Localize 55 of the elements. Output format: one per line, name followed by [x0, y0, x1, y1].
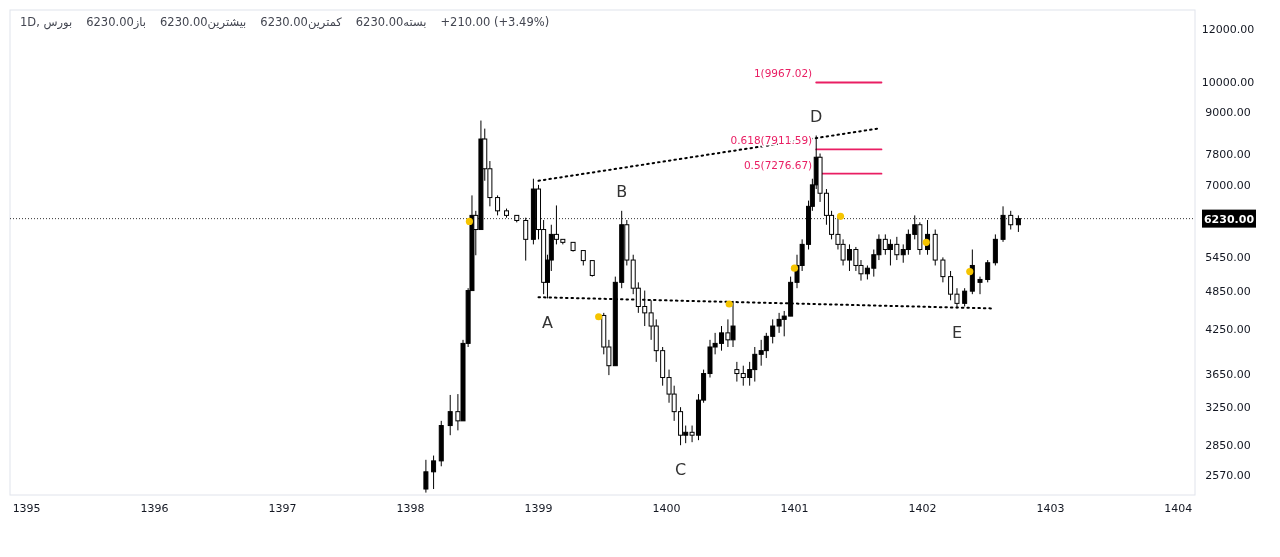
xtick: 1404	[1164, 502, 1193, 515]
xtick: 1395	[12, 502, 41, 515]
xtick: 1398	[396, 502, 425, 515]
candlestick	[985, 259, 991, 283]
ytick: 7800.00	[1205, 147, 1251, 161]
ytick: 9000.00	[1205, 106, 1251, 120]
xtick: 1400	[652, 502, 681, 515]
annotation: A	[542, 313, 553, 333]
header: بسته6230.00	[355, 15, 427, 29]
ytick: 4850.00	[1205, 285, 1251, 299]
ytick: 5450.00	[1205, 251, 1251, 265]
candlestick	[940, 256, 946, 283]
xtick: 1397	[268, 502, 297, 515]
annotation: E	[951, 323, 963, 343]
header: 1D, بورس	[20, 15, 73, 29]
point	[595, 313, 603, 321]
series-label: 1(9967.02)	[753, 67, 813, 80]
ytick: 12000.00	[1201, 22, 1255, 36]
header: کمترین6230.00	[260, 15, 342, 29]
candlestick	[447, 394, 453, 436]
ytick: 7000.00	[1205, 178, 1251, 192]
header: باز6230.00	[86, 15, 147, 29]
ytick: 3250.00	[1205, 401, 1251, 415]
point	[922, 238, 930, 246]
candlestick	[423, 459, 429, 494]
annotation: C	[675, 460, 687, 480]
series-label: 0.5(7276.67)	[743, 158, 813, 171]
xtick: 1403	[1036, 502, 1065, 515]
candlestick	[992, 233, 998, 266]
ytick: 2850.00	[1205, 439, 1251, 453]
candlestick	[977, 276, 983, 295]
xtick: 1396	[140, 502, 169, 515]
candlestick	[1000, 205, 1006, 243]
point	[836, 212, 845, 220]
candlestick	[523, 217, 529, 262]
candlestick	[431, 455, 437, 490]
header: +210.00 (+3.49%)	[440, 15, 550, 29]
point	[966, 267, 974, 276]
xtick: 1399	[524, 502, 553, 515]
ytick: 10000.00	[1201, 75, 1255, 89]
xtick: 1402	[908, 502, 937, 515]
ref-line-label: 6230.00	[1203, 212, 1255, 226]
candlestick	[1008, 210, 1014, 231]
point	[465, 217, 474, 226]
xtick: 1401	[780, 502, 809, 515]
annotation: B	[616, 181, 628, 201]
candlestick	[962, 287, 968, 308]
header: بیشترین6230.00	[160, 15, 247, 29]
ytick: 4250.00	[1205, 323, 1251, 337]
ytick: 2570.00	[1205, 469, 1251, 483]
annotation: D	[810, 106, 823, 126]
point	[725, 300, 733, 308]
point	[790, 264, 799, 272]
ytick: 3650.00	[1205, 367, 1251, 381]
candlestick	[495, 194, 501, 216]
